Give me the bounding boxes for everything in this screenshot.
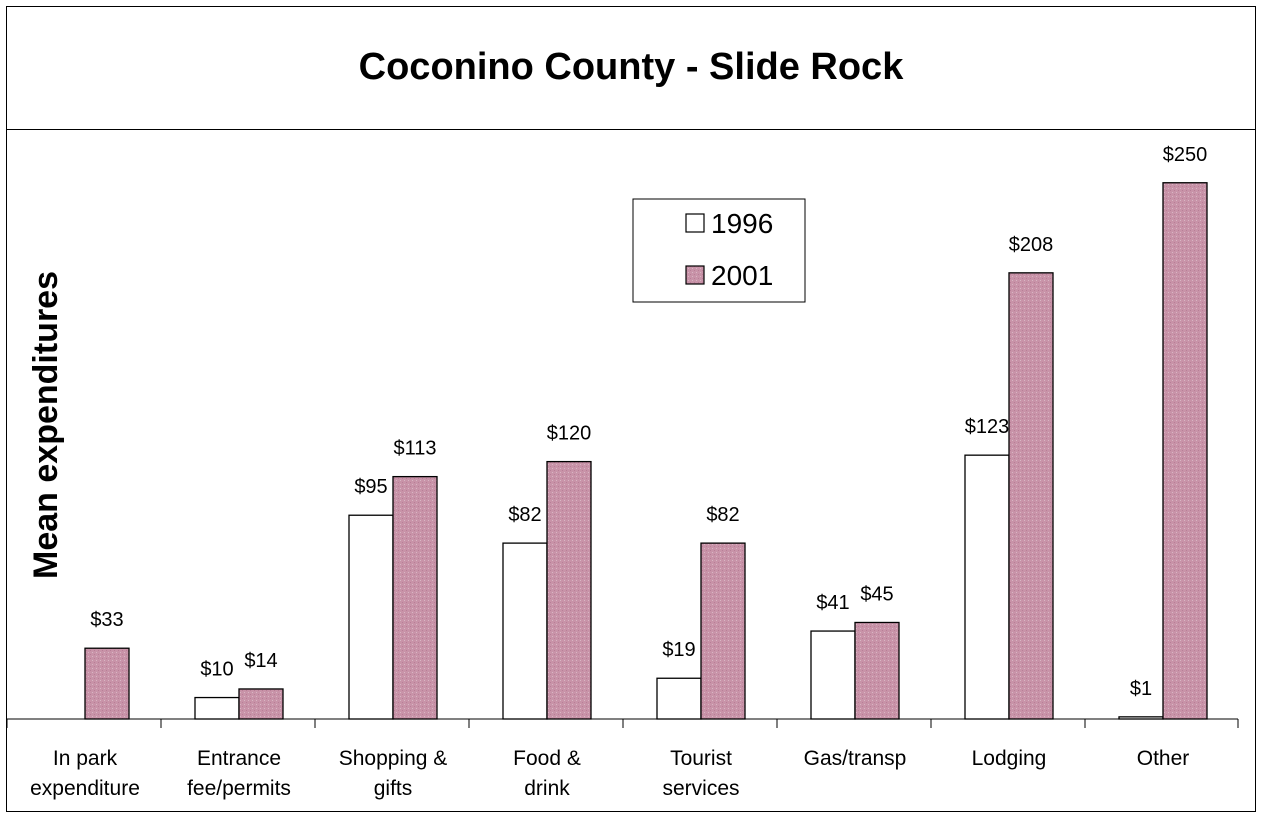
x-tick-label: Food & <box>513 747 581 770</box>
bar-1996-6 <box>964 454 1010 720</box>
x-tick-label: expenditure <box>30 777 140 800</box>
legend-label: 1996 <box>711 208 773 239</box>
data-label: $113 <box>393 438 436 460</box>
bar-2001-0 <box>84 647 130 720</box>
bar-1996-1 <box>194 696 240 720</box>
chart-title: Coconino County - Slide Rock <box>358 46 904 88</box>
data-label: $19 <box>662 639 695 661</box>
x-tick-label: In park <box>53 747 118 770</box>
x-tick-label: services <box>662 777 739 800</box>
bar-2001-6 <box>1008 272 1054 720</box>
bar-1996-3 <box>502 542 548 720</box>
x-tick-label: Other <box>1137 747 1190 770</box>
data-label: $95 <box>354 476 387 498</box>
x-tick-label: Shopping & <box>339 747 448 770</box>
data-label: $250 <box>1163 144 1208 166</box>
legend-label: 2001 <box>711 260 773 291</box>
bar-2001-7 <box>1162 182 1208 720</box>
x-tick-label: drink <box>524 777 570 800</box>
legend-box <box>632 198 806 303</box>
data-label: $10 <box>200 659 233 681</box>
x-tick-label: Lodging <box>972 747 1047 770</box>
bar-1996-2 <box>348 514 394 720</box>
data-label: $33 <box>90 609 123 631</box>
title-box: Coconino County - Slide Rock <box>6 6 1256 130</box>
legend-swatch <box>685 213 705 233</box>
legend-swatch <box>685 265 705 285</box>
x-tick-label: fee/permits <box>187 777 291 800</box>
data-label: $120 <box>547 423 592 445</box>
legend: 1996 2001 <box>632 198 806 303</box>
x-tick-label: gifts <box>374 777 413 800</box>
bar-1996-5 <box>810 630 856 720</box>
data-label: $82 <box>706 504 739 526</box>
data-label: $45 <box>860 583 893 605</box>
data-label: $82 <box>508 504 541 526</box>
bar-2001-4 <box>700 542 746 720</box>
bar-2001-5 <box>854 621 900 720</box>
data-label: $1 <box>1130 678 1152 700</box>
bar-1996-7 <box>1118 716 1164 720</box>
data-label: $14 <box>244 650 277 672</box>
x-tick-label: Tourist <box>670 747 732 770</box>
x-tick-label: Entrance <box>197 747 281 770</box>
bar-2001-3 <box>546 460 592 720</box>
data-label: $41 <box>816 592 849 614</box>
bar-2001-1 <box>238 688 284 720</box>
bar-2001-2 <box>392 475 438 720</box>
x-tick-label: Gas/transp <box>804 747 907 770</box>
data-label: $123 <box>965 416 1010 438</box>
bar-1996-4 <box>656 677 702 720</box>
y-axis-label: Mean expenditures <box>27 271 65 579</box>
data-label: $208 <box>1009 234 1054 256</box>
